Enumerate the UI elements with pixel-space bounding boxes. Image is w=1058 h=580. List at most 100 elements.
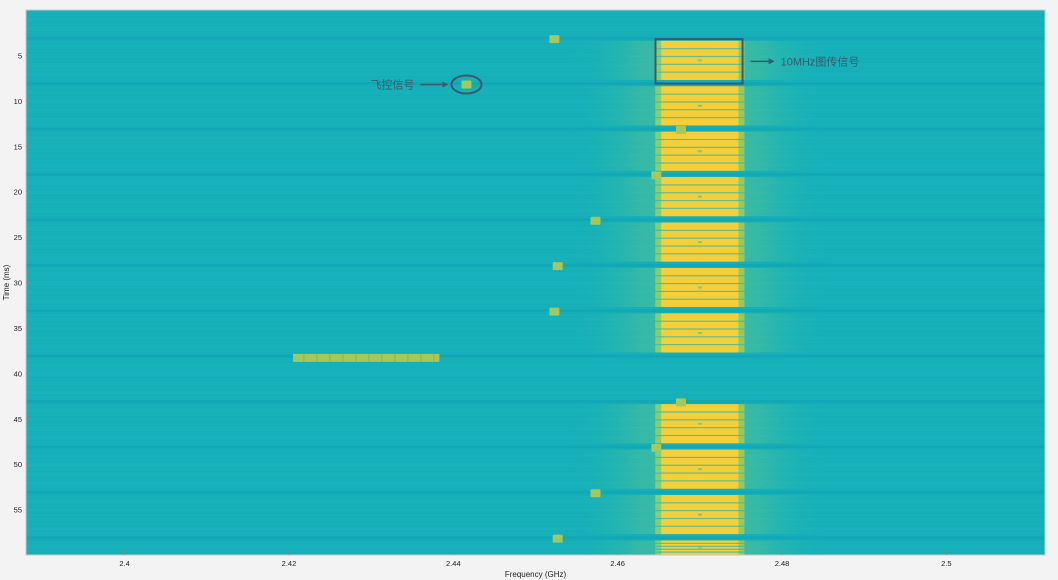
y-tick-label: 30 bbox=[14, 279, 22, 288]
burst-stripe bbox=[631, 184, 769, 186]
time-frame-separators bbox=[26, 36, 1045, 540]
frame-gap-band bbox=[26, 354, 1045, 358]
hopping-burst bbox=[590, 216, 601, 225]
hopping-burst bbox=[552, 534, 563, 543]
burst-stripe bbox=[631, 545, 769, 547]
hopping-burst bbox=[590, 489, 601, 498]
burst-stripe bbox=[631, 517, 769, 520]
hopping-burst bbox=[675, 125, 686, 134]
burst-stripe bbox=[631, 290, 769, 293]
burst-stripe bbox=[631, 275, 769, 277]
dc-spike bbox=[697, 59, 702, 62]
flight-control-label: 飞控信号 bbox=[370, 77, 414, 91]
frame-gap-band bbox=[26, 490, 1045, 494]
dc-spike bbox=[697, 422, 702, 425]
burst-stripe bbox=[631, 55, 769, 58]
burst-stripe bbox=[631, 282, 769, 285]
hopping-burst bbox=[549, 35, 560, 44]
long-signal-segment bbox=[433, 353, 435, 362]
hopping-signal-layer bbox=[461, 35, 686, 543]
burst-stripe bbox=[631, 456, 769, 459]
burst-stripe bbox=[631, 71, 769, 73]
y-tick-label: 20 bbox=[14, 188, 22, 197]
hopping-burst bbox=[651, 443, 662, 452]
frame-gap-band bbox=[26, 536, 1045, 540]
burst-stripe bbox=[631, 253, 769, 255]
x-tick-label: 2.4 bbox=[119, 559, 129, 568]
y-tick-label: 35 bbox=[14, 324, 22, 333]
y-tick-label: 45 bbox=[14, 415, 22, 424]
plot-area bbox=[26, 10, 1045, 555]
dc-spike bbox=[697, 104, 702, 107]
burst-stripe bbox=[631, 525, 769, 527]
burst-stripe bbox=[631, 101, 769, 103]
burst-stripe bbox=[631, 344, 769, 346]
dc-spike bbox=[697, 286, 702, 289]
burst-stripe bbox=[631, 154, 769, 156]
y-tick-label: 50 bbox=[14, 460, 22, 469]
burst-stripe bbox=[631, 245, 769, 247]
y-tick-label: 40 bbox=[14, 369, 22, 378]
hopping-burst bbox=[461, 80, 472, 89]
burst-stripe bbox=[631, 207, 769, 209]
dc-spike bbox=[697, 195, 702, 198]
burst-stripe bbox=[631, 229, 769, 231]
burst-stripe bbox=[631, 336, 769, 338]
burst-stripe bbox=[631, 551, 769, 553]
x-tick-label: 2.44 bbox=[446, 559, 461, 568]
frame-gap-band bbox=[26, 127, 1045, 131]
burst-stripe bbox=[631, 480, 769, 482]
burst-stripe bbox=[631, 162, 769, 164]
frame-gap-band bbox=[26, 263, 1045, 267]
dc-spike bbox=[697, 546, 702, 549]
burst-stripe bbox=[631, 510, 769, 512]
long-signal-layer bbox=[293, 353, 440, 362]
long-signal bbox=[293, 353, 440, 362]
burst-stripe bbox=[631, 320, 769, 322]
y-tick-label: 15 bbox=[14, 142, 22, 151]
wideband-signal-layer bbox=[568, 40, 832, 555]
wideband-label: 10MHz图传信号 bbox=[781, 55, 860, 68]
burst-stripe bbox=[631, 328, 769, 330]
y-tick-label: 5 bbox=[18, 51, 22, 60]
hopping-burst bbox=[549, 307, 560, 316]
burst-stripe bbox=[631, 237, 769, 239]
flight-control-highlight-ellipse bbox=[450, 74, 483, 95]
burst-stripe bbox=[631, 109, 769, 111]
dc-spike bbox=[697, 468, 702, 471]
long-signal-segment bbox=[303, 353, 305, 362]
wideband-highlight-box bbox=[654, 38, 744, 85]
burst-stripe bbox=[631, 434, 769, 437]
hopping-burst bbox=[675, 398, 686, 407]
x-tick-label: 2.48 bbox=[775, 559, 790, 568]
x-axis-label: Frequency (GHz) bbox=[505, 570, 567, 579]
frame-gap-band bbox=[26, 82, 1045, 86]
burst-stripe bbox=[631, 411, 769, 413]
long-signal-segment bbox=[394, 353, 396, 362]
burst-stripe bbox=[631, 427, 769, 429]
long-signal-segment bbox=[368, 353, 370, 362]
y-tick-label: 10 bbox=[14, 97, 22, 106]
frame-gap-band bbox=[26, 309, 1045, 313]
burst-stripe bbox=[631, 48, 769, 50]
annotation-layer: 飞控信号 10MHz图传信号 bbox=[370, 38, 860, 95]
burst-stripe bbox=[631, 548, 769, 550]
burst-stripe bbox=[631, 138, 769, 141]
long-signal-segment bbox=[381, 353, 383, 362]
frame-gap-band bbox=[26, 172, 1045, 176]
burst-stripe bbox=[631, 464, 769, 466]
x-tick-label: 2.42 bbox=[282, 559, 297, 568]
y-axis-ticks: 5 10 15 20 25 30 35 40 45 50 55 bbox=[14, 51, 30, 515]
long-signal-segment bbox=[420, 353, 422, 362]
burst-stripe bbox=[631, 298, 769, 300]
long-signal-segment bbox=[355, 353, 357, 362]
frame-gap-band bbox=[26, 218, 1045, 222]
y-axis-label: Time (ms) bbox=[2, 264, 11, 300]
burst-stripe bbox=[631, 199, 769, 202]
burst-stripe bbox=[631, 542, 769, 544]
burst-stripe bbox=[631, 419, 769, 421]
dc-spike bbox=[697, 513, 702, 516]
dc-spike bbox=[697, 241, 702, 244]
x-tick-label: 2.46 bbox=[610, 559, 625, 568]
x-tick-label: 2.5 bbox=[941, 559, 951, 568]
